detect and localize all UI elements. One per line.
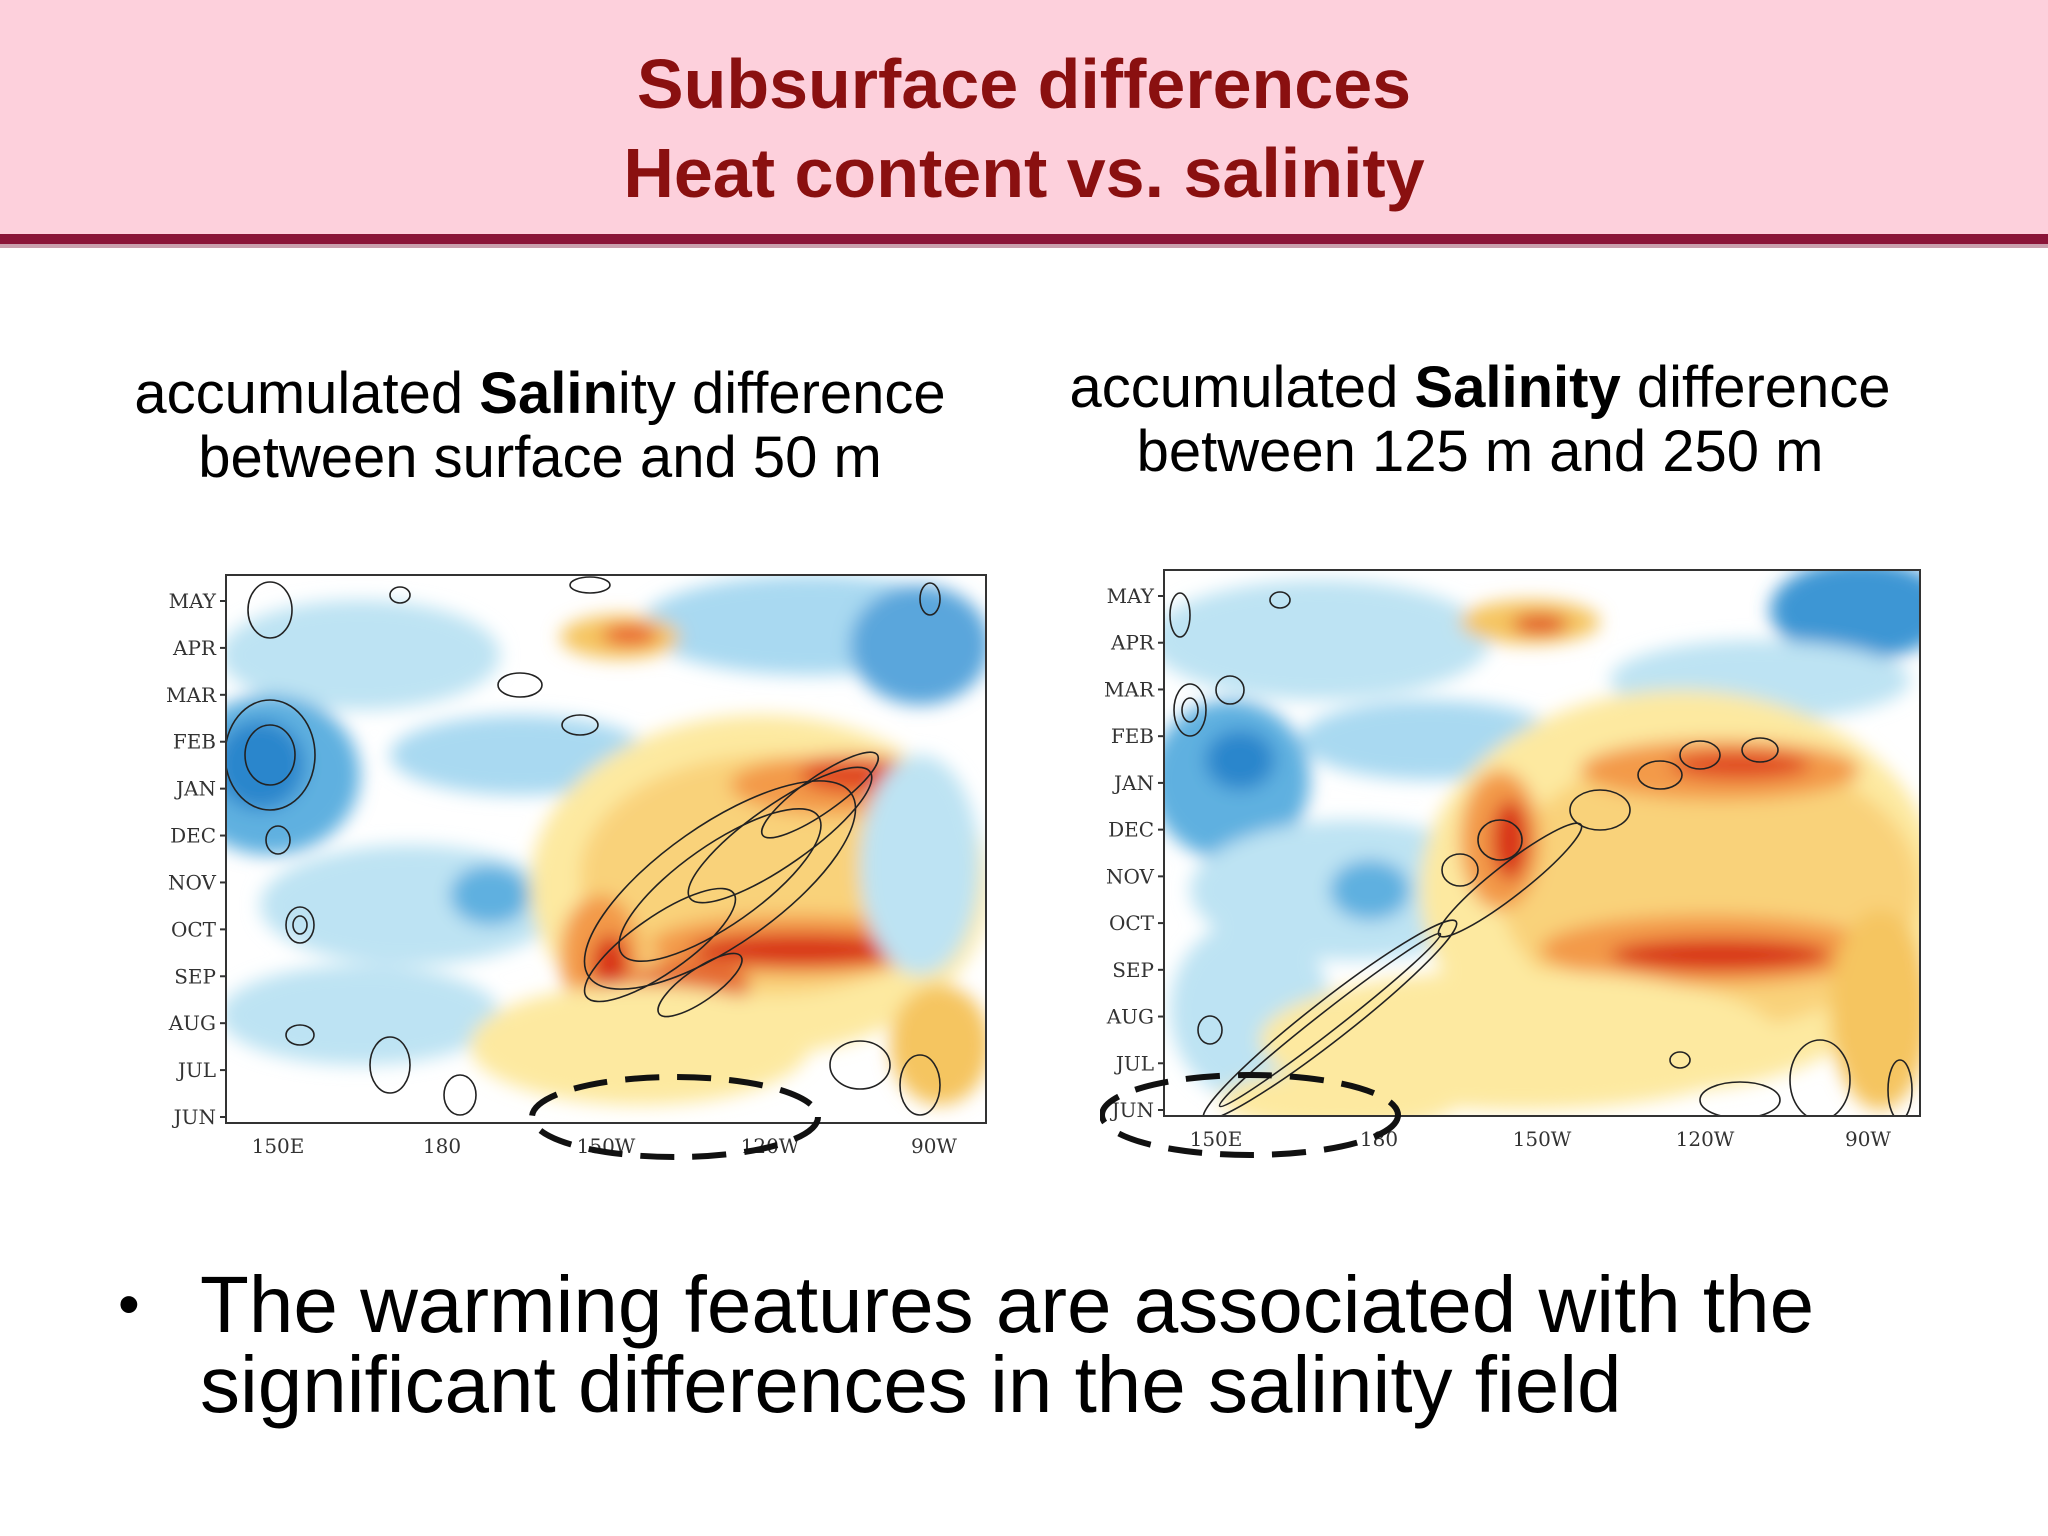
right-lon-label: 150W	[1513, 1127, 1572, 1151]
left-caption-pre: accumulated	[134, 361, 480, 426]
bullet-line1: The warming features are associated with…	[200, 1260, 1815, 1349]
right-month-label: JUL	[1114, 1051, 1154, 1075]
right-shading	[1164, 570, 1920, 1116]
right-caption-post: difference	[1620, 355, 1891, 420]
left-month-axis: MAY APR MAR FEB JAN DEC NOV OCT SEP AUG JUL JUN	[166, 589, 226, 1129]
left-month-label: DEC	[170, 824, 216, 848]
right-caption-pre: accumulated	[1069, 355, 1415, 420]
right-lon-axis: 150E 180 150W 120W 90W	[1190, 1127, 1892, 1151]
right-plot-frame	[1163, 569, 1921, 1117]
left-month-label: MAR	[166, 683, 217, 707]
right-month-label: APR	[1110, 631, 1155, 655]
right-contours	[1169, 591, 1913, 1116]
right-lon-label: 120W	[1676, 1127, 1735, 1151]
left-lon-label: 180	[423, 1134, 461, 1158]
left-month-label: APR	[172, 636, 217, 660]
right-highlight-ellipse	[1099, 1072, 1401, 1158]
right-month-label: JUN	[1110, 1098, 1154, 1122]
right-month-label: SEP	[1112, 958, 1154, 982]
left-month-label: JUN	[172, 1105, 216, 1129]
left-month-label: OCT	[171, 917, 217, 941]
left-lon-label: 90W	[911, 1134, 957, 1158]
right-month-axis: MAY APR MAR FEB JAN DEC NOV OCT SEP AUG JUL JUN	[1104, 584, 1164, 1122]
left-hovmoller-plot: MAY APR MAR FEB JAN DEC NOV OCT SEP AUG JUL JUN 150…	[160, 565, 1000, 1165]
right-lon-label: 150E	[1190, 1127, 1243, 1151]
left-month-label: NOV	[168, 870, 217, 894]
left-highlight-ellipse	[529, 1074, 821, 1160]
bullet-text: The warming features are associated with…	[200, 1265, 2000, 1425]
left-shading	[226, 575, 986, 1105]
right-month-label: MAY	[1107, 584, 1155, 608]
left-plot-frame	[225, 574, 987, 1124]
right-hovmoller-plot: MAY APR MAR FEB JAN DEC NOV OCT SEP AUG JUL JUN 150…	[1099, 560, 1940, 1160]
left-caption-line2: between surface and 50 m	[198, 425, 882, 490]
left-caption-bold: Salin	[479, 361, 618, 426]
right-month-label: NOV	[1106, 864, 1155, 888]
left-month-label: AUG	[168, 1011, 216, 1035]
right-caption-bold: Salinity	[1414, 355, 1621, 420]
right-month-label: FEB	[1111, 724, 1154, 748]
left-contours	[226, 576, 941, 1116]
right-month-label: AUG	[1106, 1005, 1154, 1029]
right-lon-label: 90W	[1845, 1127, 1891, 1151]
bullet-dot: •	[118, 1270, 140, 1339]
left-caption: accumulated Salinity difference between …	[90, 362, 990, 490]
left-month-label: SEP	[174, 964, 216, 988]
title-rule-shadow	[0, 244, 2048, 248]
bullet-line2: significant differences in the salinity …	[200, 1340, 1622, 1429]
left-month-label: JAN	[174, 777, 216, 801]
right-caption: accumulated Salinity difference between …	[1030, 356, 1930, 484]
slide-title-line2: Heat content vs. salinity	[623, 134, 1425, 212]
right-month-label: JAN	[1112, 771, 1154, 795]
left-month-label: MAY	[169, 589, 217, 613]
left-lon-axis: 150E 180 150W 120W 90W	[252, 1134, 958, 1158]
left-caption-line1: accumulated Salinity difference	[90, 362, 990, 426]
left-caption-post: ity difference	[617, 361, 946, 426]
right-month-label: DEC	[1108, 818, 1154, 842]
left-month-label: FEB	[173, 730, 216, 754]
title-banner	[0, 0, 2048, 234]
right-lon-label: 180	[1360, 1127, 1398, 1151]
left-lon-label: 150E	[252, 1134, 305, 1158]
right-month-label: MAR	[1104, 677, 1155, 701]
title-rule	[0, 234, 2048, 244]
right-caption-line1: accumulated Salinity difference	[1030, 356, 1930, 420]
slide-title-line1: Subsurface differences	[636, 45, 1412, 123]
left-month-label: JUL	[176, 1058, 216, 1082]
right-caption-line2: between 125 m and 250 m	[1136, 419, 1824, 484]
right-month-label: OCT	[1109, 911, 1155, 935]
